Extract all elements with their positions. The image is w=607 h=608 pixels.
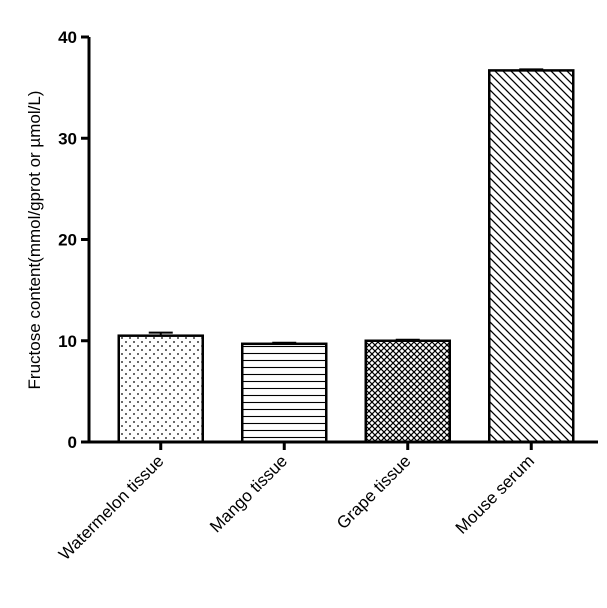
bar [488, 69, 575, 444]
y-tick-label: 30 [58, 129, 77, 148]
x-tick-label: Mango tissue [206, 451, 291, 536]
x-tick-label: Watermelon tissue [55, 451, 168, 564]
bar [241, 342, 328, 444]
y-axis-title: Fructose content(mmol/gprot or µmol/L) [25, 91, 44, 390]
y-tick-label: 10 [58, 332, 77, 351]
y-tick-label: 20 [58, 231, 77, 250]
x-tick-label: Mouse serum [452, 451, 538, 537]
bar [117, 334, 204, 444]
bar [364, 339, 451, 444]
bars [117, 68, 575, 444]
x-tick-label: Grape tissue [333, 451, 415, 533]
y-tick-label: 40 [58, 28, 77, 47]
y-axis-ticks: 0 10 20 30 40 [58, 28, 89, 452]
x-axis-ticks: Watermelon tissue Mango tissue Grape tissu… [55, 442, 538, 564]
y-tick-label: 0 [68, 433, 77, 452]
